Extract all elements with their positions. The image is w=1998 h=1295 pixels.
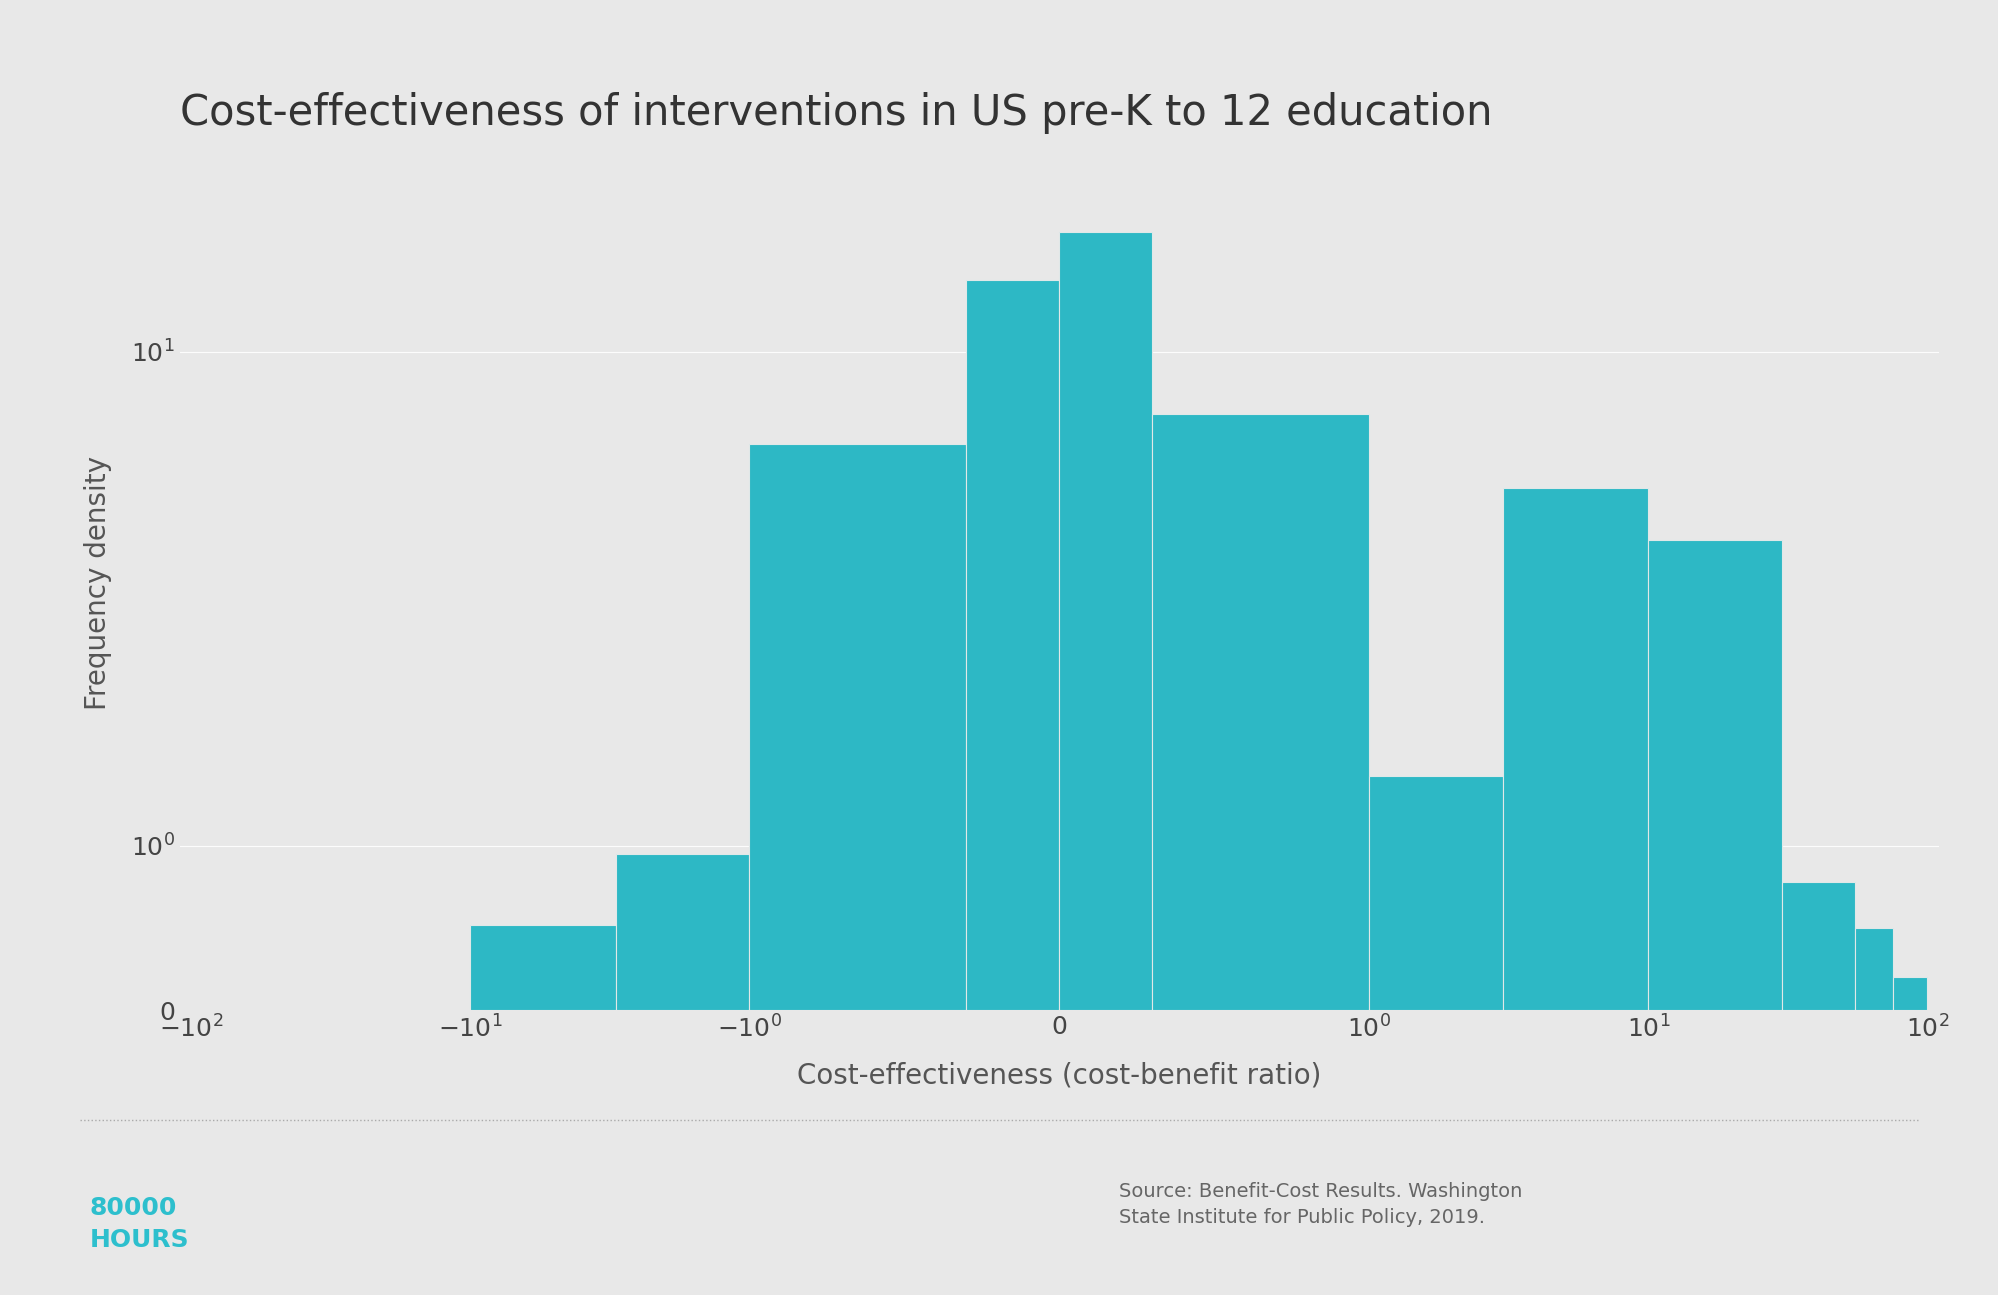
- Bar: [1892, 978, 1926, 1010]
- Bar: [1780, 882, 1854, 1010]
- Bar: [615, 853, 749, 1010]
- X-axis label: Cost-effectiveness (cost-benefit ratio): Cost-effectiveness (cost-benefit ratio): [797, 1062, 1321, 1089]
- Bar: [1648, 540, 1780, 1010]
- Bar: [1854, 927, 1892, 1010]
- Y-axis label: Frequency density: Frequency density: [84, 456, 112, 710]
- Bar: [965, 280, 1059, 1010]
- Text: 80000
HOURS: 80000 HOURS: [90, 1197, 190, 1251]
- Bar: [1369, 777, 1502, 1010]
- Bar: [1059, 232, 1153, 1010]
- Bar: [470, 925, 615, 1010]
- Bar: [1502, 488, 1648, 1010]
- Text: Source: Benefit-Cost Results. Washington
State Institute for Public Policy, 2019: Source: Benefit-Cost Results. Washington…: [1119, 1181, 1522, 1228]
- Bar: [1153, 413, 1369, 1010]
- Bar: [749, 444, 965, 1010]
- Text: Cost-effectiveness of interventions in US pre-K to 12 education: Cost-effectiveness of interventions in U…: [180, 92, 1493, 133]
